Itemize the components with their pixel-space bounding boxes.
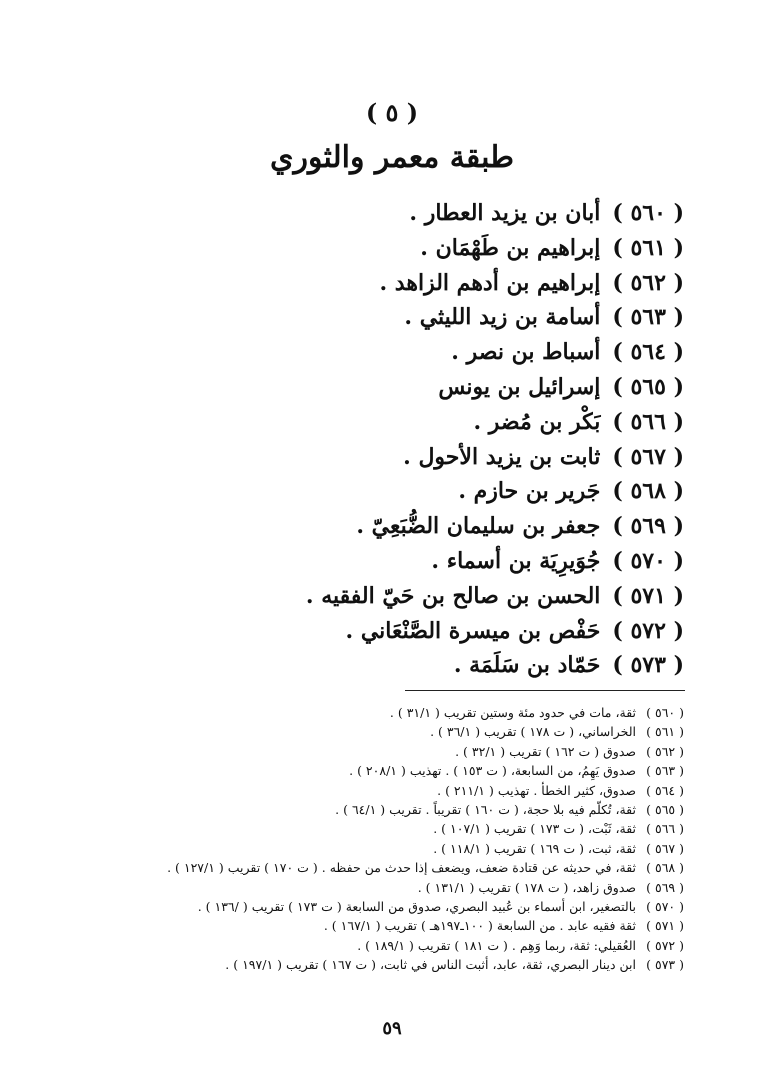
footnote-text: العُقيلي: ثقة، ربما وَهِم . ( ت ١٨١ ) تق… xyxy=(357,937,636,953)
entry-number: ( ٥٧٣ ) xyxy=(612,652,684,679)
footnote: ( ٥٦٨ ) ثقة، في حديثه عن قتادة ضعف، ويضعف… xyxy=(124,858,684,877)
entry-number: ( ٥٦٠ ) xyxy=(612,200,684,226)
entry-number: ( ٥٦٧ ) xyxy=(612,443,684,470)
footnote: ( ٥٦٠ ) ثقة، مات في حدود مئة وستين تقريب … xyxy=(124,703,684,722)
footnote-text: ابن دينار البصري، ثقة، عابد، أثبت الناس … xyxy=(225,957,636,973)
footnote: ( ٥٦٤ ) صدوق، كثير الخطأ . تهذيب ( ٢١١/١ … xyxy=(124,781,684,800)
footnote-text: صدوق زاهد، ( ت ١٧٨ ) تقريب ( ١٣١/١ ) . xyxy=(417,879,636,895)
entry-name: إبراهيم بن طَهْمَان . xyxy=(420,234,601,261)
footnote: ( ٥٧٣ ) ابن دينار البصري، ثقة، عابد، أثبت… xyxy=(124,955,684,974)
entry-number: ( ٥٧٠ ) xyxy=(612,547,684,574)
list-item: ( ٥٦١ ) إبراهيم بن طَهْمَان . xyxy=(84,231,684,266)
entry-name: الحسن بن صالح بن حَيّ الفقيه . xyxy=(305,582,601,609)
section-number: ( ٥ ) xyxy=(365,98,419,127)
entry-name: حَفْص بن ميسرة الصَّنْعَاني . xyxy=(345,617,601,644)
footnote: ( ٥٦٦ ) ثقة، ثَبْت، ( ت ١٧٣ ) تقريب ( ١٠٧… xyxy=(124,819,684,838)
entry-name: جعفر بن سليمان الضُّبَعِيّ . xyxy=(356,513,601,540)
footnote-number: ( ٥٦٩ ) xyxy=(646,879,684,895)
footnote-number: ( ٥٧٢ ) xyxy=(646,937,684,953)
footnote: ( ٥٦٢ ) صدوق ( ت ١٦٢ ) تقريب ( ٣٢/١ ) . xyxy=(124,742,684,761)
entry-name: إسرائيل بن يونس xyxy=(438,373,601,400)
footnote-number: ( ٥٦٣ ) xyxy=(646,763,684,779)
footnote-number: ( ٥٧٣ ) xyxy=(646,957,684,973)
footnote: ( ٥٧٠ ) بالتصغير، ابن أسماء بن عُبيد البص… xyxy=(124,897,684,916)
footnote-text: ثقة، ثَبْت، ( ت ١٧٣ ) تقريب ( ١٠٧/١ ) . xyxy=(433,821,636,837)
entry-name: جُوَيرِيَة بن أسماء . xyxy=(431,547,601,574)
section-title: طبقة معمر والثوري xyxy=(270,140,514,175)
footnote-number: ( ٥٦٧ ) xyxy=(646,840,684,856)
footnote: ( ٥٦٧ ) ثقة، ثبت، ( ت ١٦٩ ) تقريب ( ١١٨/١… xyxy=(124,839,684,858)
footnote-text: ثقة فقيه عابد . من السابعة ( ١٠٠ـ١٩٧هـ )… xyxy=(323,918,636,934)
list-item: ( ٥٧٢ ) حَفْص بن ميسرة الصَّنْعَاني . xyxy=(84,614,684,649)
footnote: ( ٥٦٥ ) ثقة، تُكلّم فيه بلا حجة، ( ت ١٦٠ … xyxy=(124,800,684,819)
list-item: ( ٥٦٠ ) أبان بن يزيد العطار . xyxy=(84,196,684,231)
entry-number: ( ٥٧٢ ) xyxy=(612,617,684,644)
list-item: ( ٥٦٩ ) جعفر بن سليمان الضُّبَعِيّ . xyxy=(84,509,684,544)
footnote-number: ( ٥٦٠ ) xyxy=(646,705,684,720)
entry-name: ثابت بن يزيد الأحول . xyxy=(403,443,601,470)
footnote-text: ثقة، ثبت، ( ت ١٦٩ ) تقريب ( ١١٨/١ ) . xyxy=(433,840,636,856)
footnote-number: ( ٥٦٦ ) xyxy=(646,821,684,837)
footnote: ( ٥٦٩ ) صدوق زاهد، ( ت ١٧٨ ) تقريب ( ١٣١/… xyxy=(124,878,684,897)
footnote-text: بالتصغير، ابن أسماء بن عُبيد البصري، صدو… xyxy=(197,898,636,914)
footnote-text: ثقة، في حديثه عن قتادة ضعف، ويضعف إذا حد… xyxy=(167,860,636,876)
footnote-text: ثقة، مات في حدود مئة وستين تقريب ( ٣١/١ … xyxy=(389,705,636,720)
entry-name: أسباط بن نصر . xyxy=(451,339,601,366)
entry-number: ( ٥٦١ ) xyxy=(612,234,684,261)
entry-number: ( ٥٦٥ ) xyxy=(612,373,684,400)
entry-name: حَمّاد بن سَلَمَة . xyxy=(453,652,601,679)
list-item: ( ٥٦٧ ) ثابت بن يزيد الأحول . xyxy=(84,440,684,475)
entry-number: ( ٥٦٨ ) xyxy=(612,478,684,505)
entry-number: ( ٥٦٦ ) xyxy=(612,408,684,435)
footnote-number: ( ٥٦٤ ) xyxy=(646,782,684,798)
footnote-text: صدوق يَهِمُ، من السابعة، ( ت ١٥٣ ) . تهذ… xyxy=(349,763,636,779)
page-number: ٥٩ xyxy=(382,1018,402,1039)
list-item: ( ٥٦٥ ) إسرائيل بن يونس xyxy=(84,370,684,405)
footnote-divider xyxy=(405,690,685,691)
footnote: ( ٥٦١ ) الخراساني، ( ت ١٧٨ ) تقريب ( ٣٦/١… xyxy=(124,722,684,741)
entry-name: بَكْر بن مُضر . xyxy=(473,408,601,435)
list-item: ( ٥٧١ ) الحسن بن صالح بن حَيّ الفقيه . xyxy=(84,579,684,614)
entry-number: ( ٥٦٩ ) xyxy=(612,513,684,540)
entry-name: جَرير بن حازم . xyxy=(458,478,601,505)
list-item: ( ٥٦٣ ) أسامة بن زيد الليثي . xyxy=(84,300,684,335)
list-item: ( ٥٦٦ ) بَكْر بن مُضر . xyxy=(84,405,684,440)
footnote-number: ( ٥٦٥ ) xyxy=(646,801,684,817)
list-item: ( ٥٦٢ ) إبراهيم بن أدهم الزاهد . xyxy=(84,266,684,301)
entry-name: أبان بن يزيد العطار . xyxy=(409,200,601,226)
footnote: ( ٥٦٣ ) صدوق يَهِمُ، من السابعة، ( ت ١٥٣ … xyxy=(124,761,684,780)
list-item: ( ٥٦٤ ) أسباط بن نصر . xyxy=(84,335,684,370)
entry-number: ( ٥٧١ ) xyxy=(612,582,684,609)
footnote-text: ثقة، تُكلّم فيه بلا حجة، ( ت ١٦٠ ) تقريب… xyxy=(335,801,636,817)
footnote: ( ٥٧٢ ) العُقيلي: ثقة، ربما وَهِم . ( ت ١… xyxy=(124,936,684,955)
list-item: ( ٥٧٣ ) حَمّاد بن سَلَمَة . xyxy=(84,648,684,683)
footnotes: ( ٥٦٠ ) ثقة، مات في حدود مئة وستين تقريب … xyxy=(124,703,684,974)
entry-name: أسامة بن زيد الليثي . xyxy=(404,304,601,331)
footnote-text: صدوق، كثير الخطأ . تهذيب ( ٢١١/١ ) . xyxy=(437,782,636,798)
footnote: ( ٥٧١ ) ثقة فقيه عابد . من السابعة ( ١٠٠ـ… xyxy=(124,916,684,935)
narrator-list: ( ٥٦٠ ) أبان بن يزيد العطار . ( ٥٦١ ) إبراه… xyxy=(84,196,684,683)
entry-number: ( ٥٦٢ ) xyxy=(612,269,684,296)
entry-number: ( ٥٦٣ ) xyxy=(612,304,684,331)
entry-number: ( ٥٦٤ ) xyxy=(612,339,684,366)
footnote-number: ( ٥٦٨ ) xyxy=(646,860,684,876)
list-item: ( ٥٧٠ ) جُوَيرِيَة بن أسماء . xyxy=(84,544,684,579)
footnote-number: ( ٥٦١ ) xyxy=(646,724,684,740)
footnote-number: ( ٥٦٢ ) xyxy=(646,743,684,759)
footnote-text: الخراساني، ( ت ١٧٨ ) تقريب ( ٣٦/١ ) . xyxy=(430,724,636,740)
footnote-number: ( ٥٧٠ ) xyxy=(646,898,684,914)
footnote-number: ( ٥٧١ ) xyxy=(646,918,684,934)
list-item: ( ٥٦٨ ) جَرير بن حازم . xyxy=(84,474,684,509)
entry-name: إبراهيم بن أدهم الزاهد . xyxy=(379,269,601,296)
footnote-text: صدوق ( ت ١٦٢ ) تقريب ( ٣٢/١ ) . xyxy=(455,743,636,759)
